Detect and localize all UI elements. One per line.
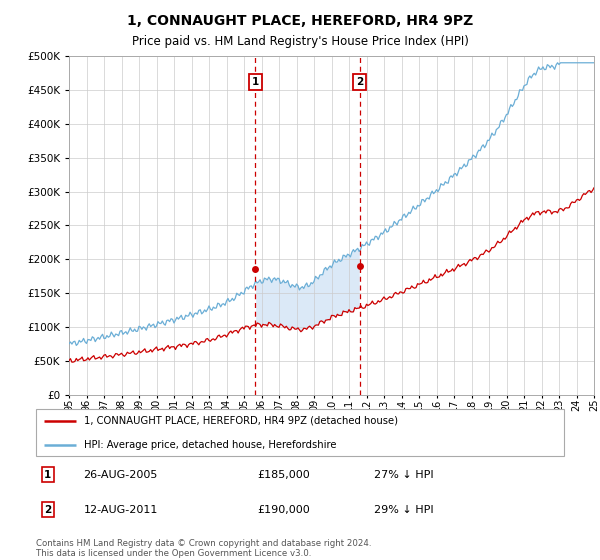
Text: Price paid vs. HM Land Registry's House Price Index (HPI): Price paid vs. HM Land Registry's House … bbox=[131, 35, 469, 48]
Text: 27% ↓ HPI: 27% ↓ HPI bbox=[374, 470, 434, 479]
Text: 26-AUG-2005: 26-AUG-2005 bbox=[83, 470, 158, 479]
Text: £185,000: £185,000 bbox=[258, 470, 311, 479]
Text: 1: 1 bbox=[44, 470, 51, 479]
Text: 29% ↓ HPI: 29% ↓ HPI bbox=[374, 505, 434, 515]
Text: £190,000: £190,000 bbox=[258, 505, 311, 515]
Text: 2: 2 bbox=[356, 77, 364, 87]
Text: 1, CONNAUGHT PLACE, HEREFORD, HR4 9PZ: 1, CONNAUGHT PLACE, HEREFORD, HR4 9PZ bbox=[127, 14, 473, 28]
Text: 1, CONNAUGHT PLACE, HEREFORD, HR4 9PZ (detached house): 1, CONNAUGHT PLACE, HEREFORD, HR4 9PZ (d… bbox=[83, 416, 398, 426]
Text: 12-AUG-2011: 12-AUG-2011 bbox=[83, 505, 158, 515]
Text: Contains HM Land Registry data © Crown copyright and database right 2024.
This d: Contains HM Land Registry data © Crown c… bbox=[36, 539, 371, 558]
FancyBboxPatch shape bbox=[36, 409, 564, 456]
Text: 2: 2 bbox=[44, 505, 51, 515]
Text: HPI: Average price, detached house, Herefordshire: HPI: Average price, detached house, Here… bbox=[83, 440, 336, 450]
Text: 1: 1 bbox=[252, 77, 259, 87]
